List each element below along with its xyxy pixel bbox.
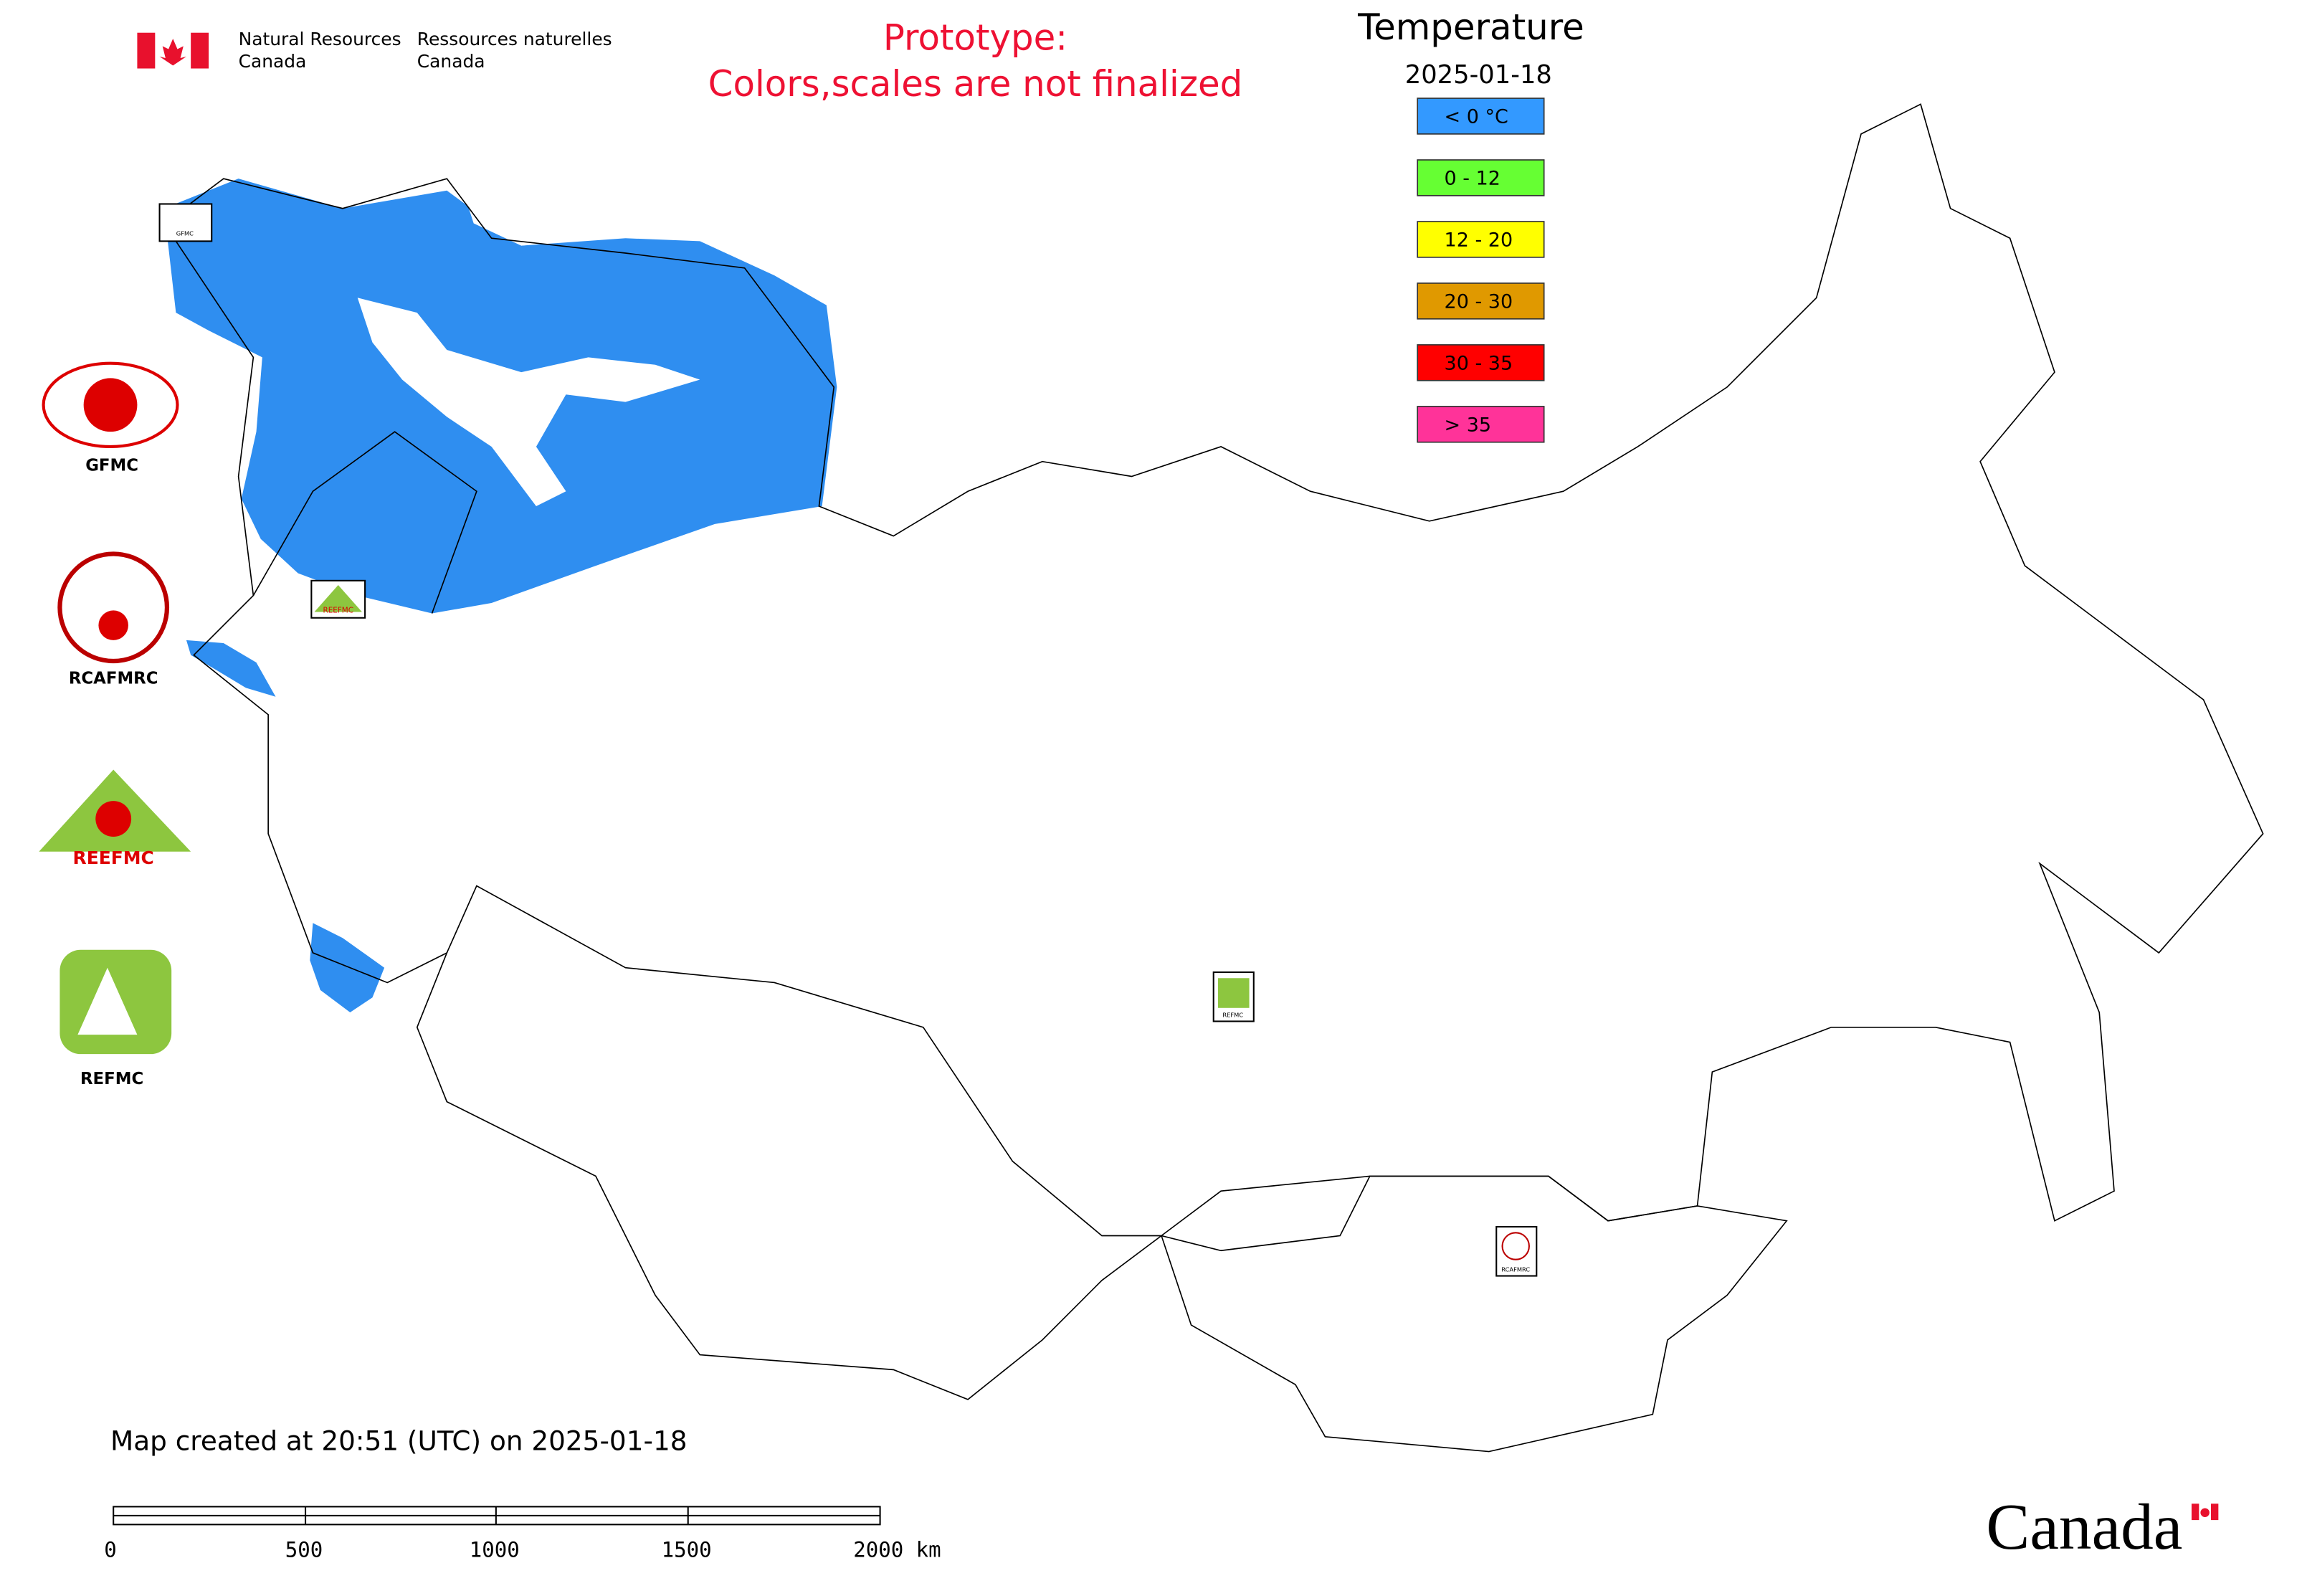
legend-swatch <box>1417 159 1545 196</box>
scale-label: 0 <box>104 1538 117 1562</box>
marker: GFMC <box>158 203 213 242</box>
marker: REFMC <box>1212 971 1255 1022</box>
border <box>252 431 477 614</box>
legend-swatch <box>1417 282 1545 320</box>
marker: REEFMC <box>310 579 366 619</box>
marker-label: REFMC <box>1222 1012 1243 1019</box>
legend-swatch <box>1417 406 1545 443</box>
legend-swatch <box>1417 344 1545 381</box>
scale-label: 2000 km <box>853 1538 941 1562</box>
marker-box <box>158 203 213 242</box>
logo-rcafmrc: RCAFMRC <box>57 551 170 688</box>
legend-swatch <box>1417 98 1545 135</box>
marker-label: RCAFMRC <box>1501 1266 1530 1273</box>
scale-label: 1500 <box>662 1538 712 1562</box>
agency-fr: Ressources naturelles <box>417 29 612 49</box>
flag-leaf <box>2200 1508 2210 1517</box>
marker-icon <box>1501 1232 1530 1260</box>
sea <box>357 298 700 507</box>
logo-shape <box>95 801 132 837</box>
marker-label: GFMC <box>176 230 194 237</box>
logo-shape <box>42 361 179 449</box>
flag-bar <box>137 32 156 69</box>
snow-cover <box>186 640 276 697</box>
logo-gfmc: GFMC <box>42 361 179 475</box>
logo-label: REEFMC <box>73 847 154 868</box>
flag-leaf <box>159 38 186 66</box>
scale-label: 500 <box>285 1538 323 1562</box>
legend-label: > 35 <box>1445 414 1492 436</box>
marker-icon <box>1217 978 1250 1008</box>
legend-label: 12 - 20 <box>1445 229 1513 251</box>
map <box>163 103 2264 1453</box>
logo-refmc: REFMC <box>60 949 172 1088</box>
logo-shape <box>98 610 128 640</box>
marker: RCAFMRC <box>1495 1225 1538 1277</box>
marker-icon <box>314 585 362 612</box>
legend-swatch <box>1417 221 1545 258</box>
logo-label: GFMC <box>85 456 138 475</box>
notice: Prototype: <box>883 17 1067 59</box>
border <box>446 885 1162 1237</box>
nrcan-flag <box>137 32 209 69</box>
snow-cover <box>310 923 385 1013</box>
country-outline <box>1161 1175 1788 1453</box>
agency-en: Natural Resources <box>239 29 401 49</box>
logo-shape <box>83 378 138 432</box>
notice: Colors,scales are not finalized <box>708 63 1243 105</box>
logo-label: RCAFMRC <box>69 669 158 688</box>
scale-bar: 0 500 1000 1500 2000 km <box>104 1506 941 1562</box>
flag-bar <box>2191 1504 2199 1521</box>
sea <box>454 148 641 246</box>
logo-reefmc: REEFMC <box>39 769 191 868</box>
wordmark-flag <box>2191 1504 2219 1521</box>
flag-bar <box>191 32 209 69</box>
logo-shape <box>77 967 138 1035</box>
agency-en: Canada <box>239 51 307 72</box>
wordmark: Canada <box>1986 1491 2182 1563</box>
legend-title: Temperature <box>1357 6 1584 48</box>
logo-shape <box>57 551 170 664</box>
legend-label: 0 - 12 <box>1445 168 1500 190</box>
scale-label: 1000 <box>470 1538 520 1562</box>
legend-date: 2025-01-18 <box>1405 60 1552 90</box>
country-outline <box>163 103 2264 1400</box>
logo-label: REFMC <box>80 1070 143 1088</box>
legend-label: < 0 °C <box>1445 106 1508 128</box>
legend: < 0 °C 0 - 12 12 - 20 20 - 30 30 - 35 > 35 <box>1417 98 1545 443</box>
legend-label: 30 - 35 <box>1445 352 1513 374</box>
marker-label: REEFMC <box>323 606 353 614</box>
agency-fr: Canada <box>417 51 485 72</box>
legend-label: 20 - 30 <box>1445 290 1513 313</box>
flag-bar <box>2210 1504 2219 1521</box>
footer-note: Map created at 20:51 (UTC) on 2025-01-18 <box>110 1425 687 1457</box>
